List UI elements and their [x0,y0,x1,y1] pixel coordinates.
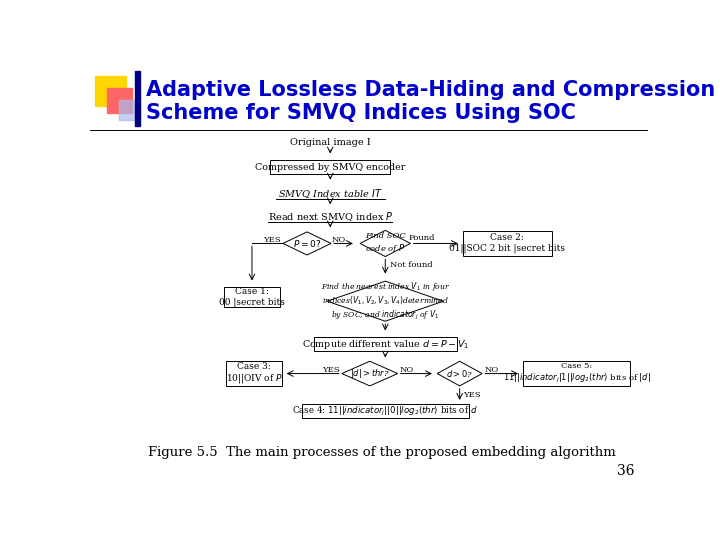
Text: $d>0$?: $d>0$? [446,368,474,379]
Text: YES: YES [464,390,481,399]
Polygon shape [342,361,397,386]
Text: Original image I: Original image I [290,138,371,147]
Text: Figure 5.5  The main processes of the proposed embedding algorithm: Figure 5.5 The main processes of the pro… [148,446,616,458]
Polygon shape [437,361,482,386]
Bar [94,76,126,106]
Bar [270,160,390,174]
Text: Case 2:
01||SOC 2 bit |secret bits: Case 2: 01||SOC 2 bit |secret bits [449,233,565,253]
Bar [302,404,469,418]
Text: Find the nearest index $V_1$ in four
indices$(V_1, V_2, V_3, V_4)$determined
by : Find the nearest index $V_1$ in four ind… [320,280,450,322]
Text: Scheme for SMVQ Indices Using SOC: Scheme for SMVQ Indices Using SOC [145,103,576,123]
Text: $|d|>thr$?: $|d|>thr$? [350,367,390,380]
Text: YES: YES [264,237,281,245]
Text: NO: NO [485,366,498,374]
Text: Found: Found [408,234,435,242]
Text: Compute different value $d = P - V_1$: Compute different value $d = P - V_1$ [302,338,469,351]
Text: Adaptive Lossless Data-Hiding and Compression: Adaptive Lossless Data-Hiding and Compre… [145,80,715,100]
Text: NO: NO [332,235,346,244]
Text: Read next SMVQ index $P$: Read next SMVQ index $P$ [268,210,393,223]
Bar [224,287,280,307]
Bar [226,361,282,386]
Text: Case 4: $11||indicator_j||0||log_2(thr)$ bits of $d$: Case 4: $11||indicator_j||0||log_2(thr)$… [292,405,478,418]
Text: 36: 36 [617,464,635,478]
Polygon shape [360,231,410,256]
Text: $P=0?$: $P=0?$ [293,238,321,249]
Text: Compressed by SMVQ encoder: Compressed by SMVQ encoder [255,163,405,172]
Bar [314,338,457,351]
Bar [463,231,552,256]
Text: Find SOC
code of $P$: Find SOC code of $P$ [365,232,405,255]
Text: Not found: Not found [390,261,433,269]
Text: Case 5:
$11||indicator_j|1||log_2(thr)$ bits of $|d|$: Case 5: $11||indicator_j|1||log_2(thr)$ … [503,362,651,385]
Text: YES: YES [323,366,340,374]
Bar [523,361,630,386]
Text: Case 3:
10||OIV of $P$: Case 3: 10||OIV of $P$ [226,362,283,386]
Polygon shape [283,232,331,255]
Text: Case 1:
00 |secret bits: Case 1: 00 |secret bits [219,287,285,307]
Text: NO: NO [400,366,414,374]
Text: SMVQ Index table $IT$: SMVQ Index table $IT$ [278,187,383,200]
Polygon shape [327,281,444,321]
Bar [135,71,140,126]
Bar [120,100,140,120]
Bar [107,88,132,112]
